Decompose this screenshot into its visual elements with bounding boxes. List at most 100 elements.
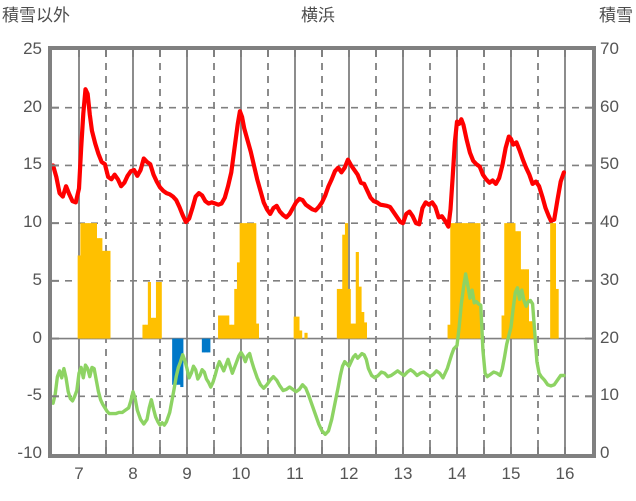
bar <box>234 288 238 339</box>
bar <box>99 238 103 339</box>
bar <box>477 223 481 339</box>
series-line-気温 <box>52 87 567 229</box>
bar <box>223 315 227 339</box>
bar <box>91 223 95 339</box>
y-axis-tick-label: 0 <box>32 327 42 347</box>
x-axis-tick-label: 13 <box>393 464 413 483</box>
bar <box>239 223 243 339</box>
bar <box>174 338 178 385</box>
bar <box>150 317 154 339</box>
y-axis-tick-label: 25 <box>23 39 42 58</box>
y2-axis-tick-label: 10 <box>600 385 619 405</box>
y-axis-tick-label: -10 <box>17 443 42 462</box>
bar <box>512 223 516 339</box>
bar <box>358 286 362 339</box>
bar <box>293 316 297 339</box>
bar <box>204 338 208 353</box>
bar <box>228 324 232 339</box>
bar <box>236 262 241 339</box>
y-axis-tick-label: 10 <box>23 212 42 232</box>
bar <box>85 223 89 339</box>
bar <box>77 255 81 339</box>
bar <box>447 324 451 339</box>
bar <box>455 223 459 339</box>
bar <box>469 223 473 339</box>
bar <box>242 223 246 339</box>
bar <box>361 312 365 339</box>
series-bars-積雪以外 <box>77 223 559 339</box>
x-axis-tick-label: 11 <box>286 464 304 483</box>
x-axis-tick-label: 16 <box>555 464 575 483</box>
y2-axis-tick-label: 60 <box>600 96 619 116</box>
y2-axis-tick-label: 20 <box>600 327 619 347</box>
chart-canvas <box>52 50 592 454</box>
bar <box>142 324 146 339</box>
x-axis-tick-label: 9 <box>182 464 192 483</box>
bar <box>336 288 340 339</box>
bar <box>153 317 157 339</box>
bar <box>245 223 249 339</box>
bar <box>474 223 478 339</box>
bar <box>452 223 457 339</box>
bar <box>458 223 462 339</box>
series-line-積雪 <box>52 272 566 437</box>
y2-axis-tick-label: 0 <box>600 443 610 462</box>
bar <box>515 231 519 339</box>
bar <box>296 316 300 339</box>
x-axis-tick-label: 10 <box>231 464 251 483</box>
bar <box>104 250 108 339</box>
bar <box>531 321 535 339</box>
x-axis-tick-label: 15 <box>501 464 521 483</box>
y-axis-tick-label: -5 <box>26 385 42 405</box>
bar <box>93 223 97 339</box>
bar <box>350 323 354 339</box>
bar <box>218 315 222 339</box>
bar <box>520 269 524 339</box>
bar <box>201 338 205 353</box>
bar <box>509 223 513 339</box>
y-axis-tick-label: 15 <box>23 154 42 174</box>
bar <box>80 223 84 339</box>
bar <box>342 234 346 339</box>
x-axis-tick-label: 14 <box>447 464 467 483</box>
bar <box>339 288 343 339</box>
y2-axis-tick-label: 40 <box>600 212 619 232</box>
plot-area <box>48 46 596 458</box>
bar <box>344 223 349 339</box>
bar <box>461 223 465 339</box>
x-axis-tick-label: 7 <box>74 464 84 483</box>
y-axis-tick-label: 5 <box>32 269 42 289</box>
series-bars-降雪 <box>172 338 211 388</box>
bar <box>501 315 505 339</box>
bar <box>220 315 224 339</box>
bar <box>550 223 554 339</box>
chart-title: 横浜 <box>301 6 335 25</box>
y2-axis-tick-label: 50 <box>600 154 619 174</box>
left-axis-title: 積雪以外 <box>2 6 70 25</box>
bar <box>247 223 251 339</box>
bar <box>552 223 556 339</box>
bar <box>158 282 162 339</box>
bar <box>504 223 508 339</box>
bar <box>555 288 559 339</box>
y2-axis-tick-label: 70 <box>600 39 619 58</box>
bar <box>83 223 87 339</box>
bar <box>172 338 176 385</box>
bar <box>207 338 211 353</box>
y-axis-tick-label: 20 <box>23 96 42 116</box>
bar <box>363 322 367 339</box>
bar <box>145 324 149 339</box>
bar <box>101 250 106 339</box>
bar <box>450 223 454 339</box>
x-axis-tick-label: 12 <box>339 464 359 483</box>
bar <box>347 288 351 339</box>
bar <box>506 223 511 339</box>
bar <box>96 238 100 339</box>
bar <box>88 223 92 339</box>
bar <box>231 324 235 339</box>
bar <box>147 282 151 339</box>
bar <box>304 332 308 339</box>
x-axis-tick-label: 8 <box>128 464 138 483</box>
bar <box>253 223 257 339</box>
